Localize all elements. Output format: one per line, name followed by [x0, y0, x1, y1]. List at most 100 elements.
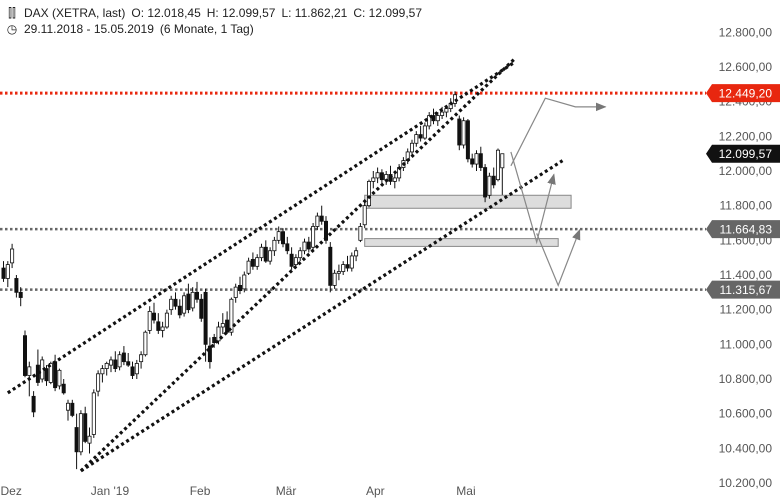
- x-tick-label: Jan '19: [91, 484, 130, 498]
- candle-body: [126, 361, 131, 366]
- candle-body: [263, 246, 268, 262]
- candle-body: [409, 142, 414, 153]
- candle-body: [190, 291, 195, 309]
- candle-body: [186, 293, 191, 311]
- candle-body: [207, 345, 212, 363]
- candle-body: [100, 368, 105, 375]
- candle-body: [354, 250, 359, 257]
- candle-body: [194, 291, 199, 300]
- candle-body: [328, 246, 333, 286]
- candle-body: [48, 362, 53, 383]
- y-tick-label: 10.600,00: [719, 407, 773, 421]
- candle-body: [156, 321, 161, 331]
- price-tag: [706, 144, 780, 163]
- candle-body: [298, 250, 303, 259]
- candle-body: [293, 257, 298, 265]
- candle-body: [242, 274, 247, 290]
- candle-body: [315, 215, 320, 227]
- y-tick-label: 11.800,00: [720, 199, 773, 213]
- high-value: H: 12.099,57: [206, 6, 276, 20]
- candle-body: [74, 427, 79, 453]
- candle-body: [474, 153, 479, 165]
- candle-body: [109, 359, 114, 366]
- candle-body: [117, 354, 122, 368]
- y-tick-label: 12.800,00: [719, 25, 773, 39]
- candle-body: [160, 326, 165, 331]
- candle-body: [418, 134, 423, 139]
- candle-body: [151, 312, 156, 321]
- candle-body: [276, 231, 281, 241]
- candle-body: [345, 264, 350, 269]
- candle-body: [323, 220, 328, 241]
- candle-body: [177, 305, 182, 316]
- candle-body: [255, 257, 260, 267]
- price-tag: [706, 84, 780, 103]
- candle-body: [130, 366, 135, 376]
- y-tick-label: 11.200,00: [720, 303, 773, 317]
- candlestick-icon: ⫿⫿: [8, 6, 16, 20]
- support-zone: [364, 238, 559, 247]
- candle-body: [478, 153, 483, 168]
- low-value: L: 11.862,21: [281, 6, 348, 20]
- x-tick-label: Dez: [1, 484, 22, 498]
- price-tag-label: 11.664,83: [720, 223, 773, 237]
- candle-body: [306, 241, 311, 250]
- candle-body: [10, 248, 15, 264]
- candle-body: [225, 319, 230, 333]
- candle-body: [104, 362, 109, 369]
- x-tick-label: Apr: [366, 484, 385, 498]
- candle-body: [246, 260, 251, 274]
- candle-body: [341, 264, 346, 272]
- trend-channel-line: [79, 57, 517, 473]
- candle-body: [147, 310, 152, 331]
- candle-body: [44, 368, 49, 382]
- candle-body: [66, 402, 71, 411]
- y-tick-label: 11.400,00: [720, 268, 773, 282]
- price-tag: [706, 280, 780, 299]
- y-tick-label: 10.200,00: [719, 476, 773, 490]
- candle-body: [375, 172, 380, 179]
- candle-body: [319, 215, 324, 222]
- candle-body: [212, 336, 217, 343]
- close-value: C: 12.099,57: [353, 6, 423, 20]
- candle-body: [500, 153, 505, 169]
- candle-body: [139, 354, 144, 363]
- price-tag: [706, 220, 780, 239]
- candle-body: [229, 298, 234, 333]
- candle-body: [491, 175, 496, 186]
- candle-body: [53, 361, 58, 389]
- candle-body: [18, 291, 23, 298]
- y-tick-label: 12.000,00: [719, 164, 773, 178]
- candle-body: [14, 278, 19, 293]
- candle-body: [216, 326, 221, 342]
- candle-body: [27, 366, 32, 376]
- candle-body: [173, 298, 178, 307]
- candle-body: [78, 413, 83, 453]
- candle-body: [70, 402, 75, 416]
- period-label: (6 Monate, 1 Tag): [159, 22, 254, 36]
- price-tag-label: 12.449,20: [719, 87, 773, 101]
- price-tag-label: 12.099,57: [719, 147, 773, 161]
- candle-body: [349, 255, 354, 269]
- y-tick-label: 10.400,00: [719, 441, 773, 455]
- candle-body: [285, 243, 290, 252]
- chart-subheader: ◷ 29.11.2018 - 15.05.2019 (6 Monate, 1 Tag…: [6, 22, 260, 36]
- candle-body: [440, 111, 445, 116]
- candle-body: [414, 134, 419, 144]
- candle-body: [57, 369, 62, 387]
- candle-body: [31, 395, 36, 413]
- candle-body: [366, 180, 371, 207]
- x-tick-label: Feb: [190, 484, 211, 498]
- candle-body: [91, 392, 96, 435]
- candle-body: [362, 205, 367, 226]
- candle-body: [435, 115, 440, 122]
- chart-header: ⫿⫿ DAX (XETRA, last) O: 12.018,45 H: 12.099…: [6, 6, 428, 21]
- candle-body: [87, 435, 92, 444]
- candle-body: [237, 284, 242, 291]
- candle-body: [1, 267, 6, 279]
- candle-body: [461, 120, 466, 146]
- open-value: O: 12.018,45: [131, 6, 201, 20]
- x-tick-label: Mär: [276, 484, 297, 498]
- candle-body: [392, 177, 397, 182]
- symbol-label: DAX (XETRA, last): [24, 6, 126, 20]
